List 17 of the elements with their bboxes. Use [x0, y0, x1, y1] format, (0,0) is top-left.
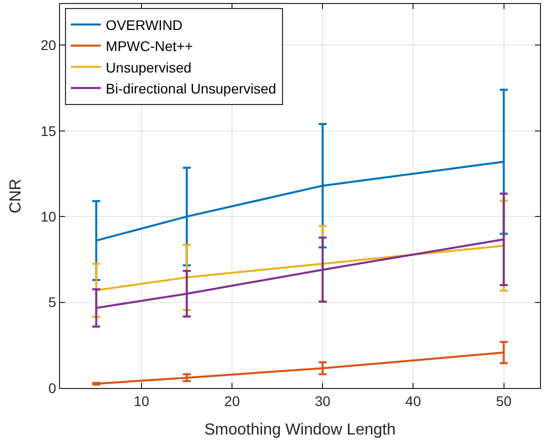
x-tick-label: 40 — [405, 392, 422, 409]
y-axis-title: CNR — [8, 178, 25, 214]
legend-label: MPWC-Net++ — [106, 38, 193, 54]
y-tick-label: 20 — [40, 37, 56, 54]
x-tick-label: 30 — [314, 392, 331, 409]
x-tick-label: 10 — [134, 392, 150, 409]
x-tick-label: 20 — [224, 392, 240, 409]
legend-label: Bi-directional Unsupervised — [106, 80, 276, 96]
y-tick-label: 10 — [40, 208, 56, 224]
x-tick-label: 50 — [496, 392, 512, 409]
y-tick-label: 15 — [40, 122, 56, 139]
x-axis-title: Smoothing Window Length — [204, 422, 396, 438]
legend-label: OVERWIND — [106, 16, 183, 33]
y-tick-label: 5 — [48, 294, 56, 310]
line-series — [95, 244, 505, 292]
legend-label: Unsupervised — [106, 59, 192, 76]
y-tick-label: 0 — [48, 380, 56, 396]
